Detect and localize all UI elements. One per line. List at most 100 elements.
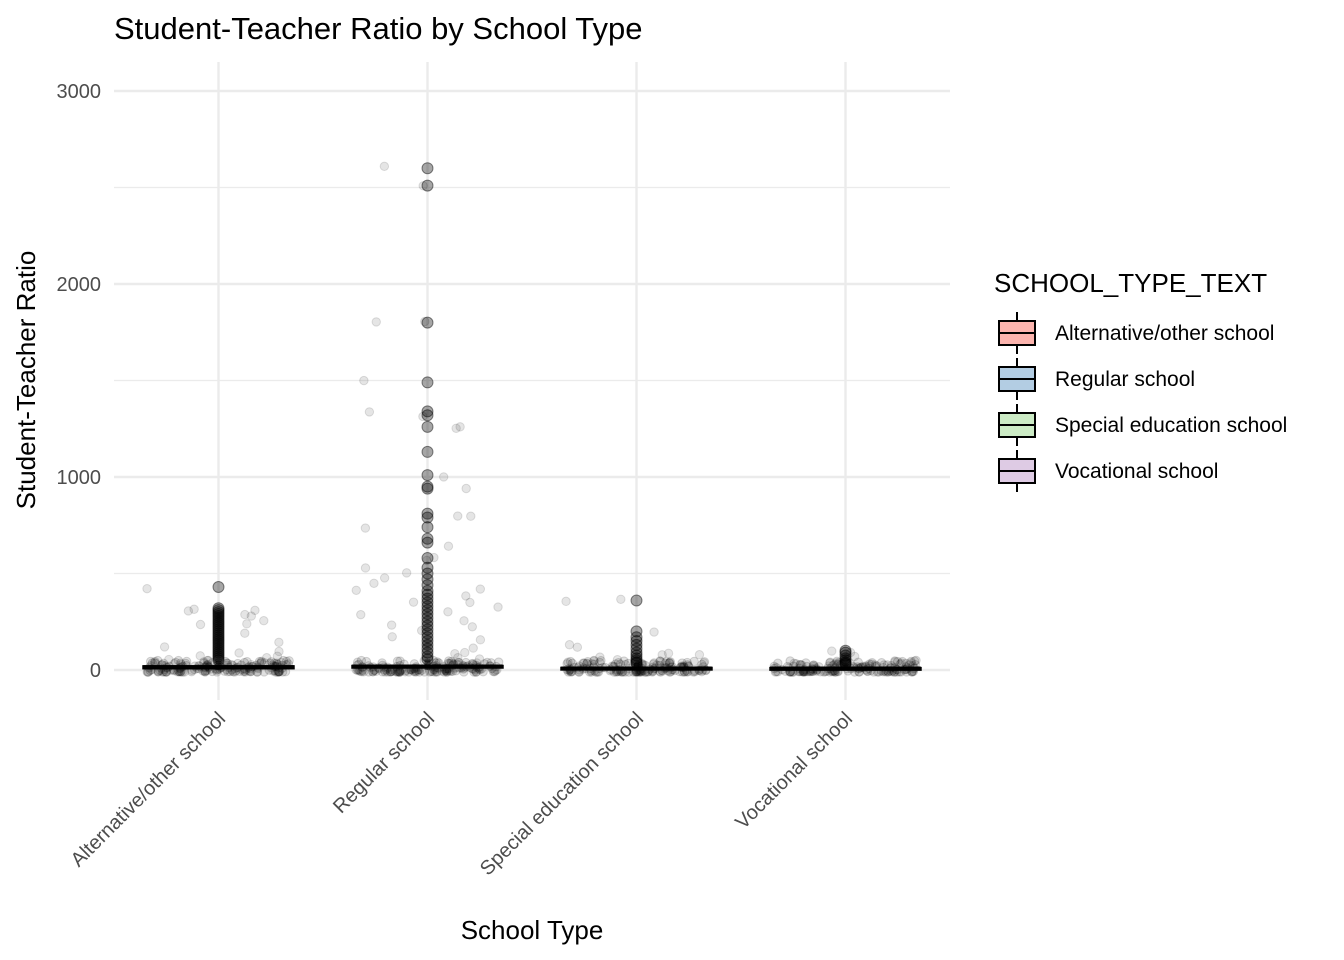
outlier-point — [421, 521, 434, 534]
grid — [114, 62, 950, 700]
jitter-point — [655, 656, 665, 667]
jitter-point — [443, 607, 453, 617]
jitter-point — [827, 646, 837, 656]
jitter-point — [195, 619, 206, 630]
jitter-point — [274, 646, 284, 657]
outlier-point — [212, 644, 225, 657]
jitter-point — [240, 609, 250, 620]
jitter-point — [356, 609, 366, 620]
outlier-point — [421, 532, 434, 545]
jitter-point — [387, 632, 397, 642]
jitter-point — [649, 627, 659, 637]
legend-label: Alternative/other school — [1055, 322, 1274, 345]
x-tick-label: Alternative/other school — [67, 708, 230, 871]
outlier-point — [630, 642, 643, 655]
jitter-point — [272, 651, 283, 661]
legend-item: Regular school — [998, 358, 1195, 400]
jitter-point — [450, 649, 460, 659]
jitter-point — [616, 594, 626, 605]
outlier-point — [212, 633, 225, 646]
jitter-point — [234, 648, 244, 658]
outlier-point — [421, 162, 434, 175]
jitter-point — [262, 653, 272, 663]
jitter-point — [455, 422, 465, 432]
jitter-point — [612, 654, 623, 665]
jitter-point — [242, 619, 252, 629]
jitter-point — [443, 541, 454, 551]
outlier-point — [421, 596, 434, 609]
jitter-point — [284, 656, 294, 666]
jitter-point — [876, 658, 887, 668]
jitter-point — [430, 667, 440, 677]
jitter-point — [897, 656, 908, 667]
jitter-point — [459, 616, 469, 626]
jitter-point — [564, 640, 575, 650]
jitter-point — [909, 656, 920, 666]
box-group — [769, 644, 922, 677]
jitter-point — [153, 655, 163, 666]
jitter-point — [578, 658, 588, 668]
jitter-point — [418, 181, 428, 191]
jitter-point — [565, 656, 576, 667]
jitter-point — [439, 472, 449, 482]
outlier-point — [839, 652, 852, 665]
legend-title: SCHOOL_TYPE_TEXT — [994, 268, 1267, 298]
outlier-point — [212, 640, 225, 653]
jitter-point — [368, 667, 378, 677]
jitter-point — [386, 620, 397, 630]
jitter-point — [408, 597, 419, 607]
jitter-point — [203, 655, 213, 666]
jitter-point — [461, 483, 471, 494]
jitter-point — [461, 591, 471, 601]
jitter-point — [181, 656, 192, 667]
jitter-point — [360, 563, 371, 573]
jitter-point — [451, 423, 461, 434]
outlier-point — [421, 611, 434, 624]
jitter-point — [281, 656, 292, 667]
chart-title: Student-Teacher Ratio by School Type — [114, 11, 642, 46]
jitter-point — [246, 611, 256, 621]
outlier-point — [421, 615, 434, 628]
outlier-point — [421, 376, 434, 389]
legend-label: Special education school — [1055, 414, 1287, 437]
outlier-point — [421, 179, 434, 192]
jitter-point — [401, 568, 412, 578]
jitter-point — [474, 654, 485, 664]
outlier-point — [212, 581, 225, 594]
outlier-point — [421, 631, 434, 644]
box-group — [351, 161, 504, 677]
jitter-point — [596, 655, 606, 666]
jitter-point — [572, 642, 583, 652]
y-tick-label: 3000 — [57, 81, 102, 103]
jitter-point — [661, 657, 671, 667]
outlier-point — [212, 631, 225, 644]
outlier-point — [421, 623, 434, 636]
jitter-point — [173, 655, 184, 666]
jitter-point — [489, 667, 500, 677]
outlier-point — [421, 604, 434, 617]
outlier-point — [212, 635, 225, 648]
outlier-point — [421, 420, 434, 433]
jitter-point — [493, 602, 503, 612]
outlier-point — [212, 609, 225, 622]
outlier-point — [630, 625, 643, 638]
jitter-point — [694, 650, 705, 660]
outlier-point — [212, 648, 225, 661]
jitter-point — [853, 657, 863, 667]
jitter-point — [266, 657, 277, 667]
outlier-point — [421, 619, 434, 632]
outlier-point — [421, 642, 434, 655]
outlier-point — [421, 536, 434, 549]
x-tick-label: Vocational school — [731, 708, 857, 834]
jitter-point — [189, 604, 199, 614]
jitter-point — [195, 651, 205, 661]
jitter-point — [420, 316, 430, 327]
legend-item: Vocational school — [998, 450, 1218, 492]
x-tick-label: Regular school — [329, 708, 439, 818]
outlier-point — [421, 627, 434, 640]
jitter-point — [422, 639, 432, 650]
jitter-point — [832, 656, 842, 666]
outlier-point — [421, 635, 434, 648]
outlier-point — [630, 594, 643, 607]
outlier-point — [421, 469, 434, 482]
